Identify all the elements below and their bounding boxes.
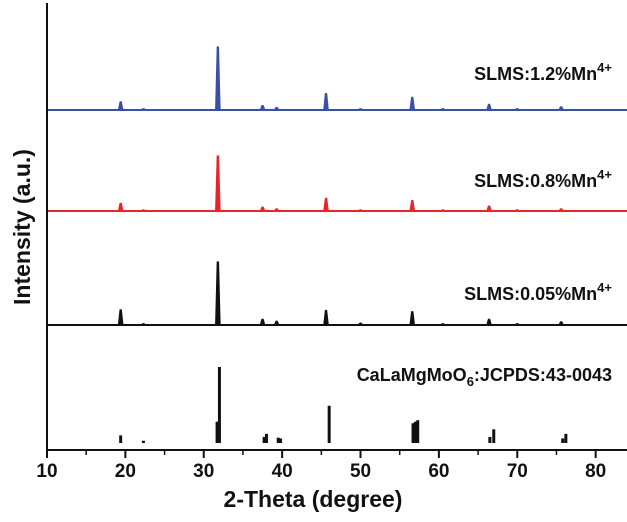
peak xyxy=(259,206,266,212)
peak xyxy=(486,205,492,212)
peak xyxy=(215,46,221,111)
peak xyxy=(259,104,266,111)
peak xyxy=(440,209,446,212)
x-tick-label: 80 xyxy=(585,461,606,482)
peak xyxy=(259,318,266,326)
legend-label: SLMS:0.8%Mn4+ xyxy=(474,167,612,191)
peak xyxy=(140,323,146,326)
peak xyxy=(558,106,564,111)
legend-label-part: 4+ xyxy=(597,60,612,75)
x-axis-title: 2-Theta (degree) xyxy=(224,486,403,512)
peak xyxy=(273,208,280,212)
legend-label-part: SLMS:0.8%Mn xyxy=(474,171,597,191)
peak xyxy=(440,108,446,111)
legend-label-part: SLMS:0.05%Mn xyxy=(464,284,597,304)
legend-label: CaLaMgMoO6:JCPDS:43-0043 xyxy=(357,365,612,389)
x-tick-label: 50 xyxy=(350,461,371,482)
peak xyxy=(440,323,446,326)
peak xyxy=(273,320,280,326)
peak xyxy=(323,309,329,326)
peak xyxy=(514,209,520,212)
x-tick-label: 30 xyxy=(193,461,214,482)
peak xyxy=(357,209,364,212)
peak xyxy=(409,96,416,111)
peak xyxy=(558,208,564,212)
y-axis-title: Intensity (a.u.) xyxy=(9,149,35,305)
peak xyxy=(117,202,124,212)
peak xyxy=(323,197,329,212)
legend-label: SLMS:1.2%Mn4+ xyxy=(474,60,612,84)
peak xyxy=(514,323,520,326)
peak xyxy=(409,199,416,212)
peak xyxy=(140,209,146,212)
legend-label-part: CaLaMgMoO xyxy=(357,365,467,385)
legend-label-part: 6 xyxy=(467,374,474,389)
legend-label-part: :JCPDS:43-0043 xyxy=(474,365,612,385)
x-tick-label: 40 xyxy=(272,461,293,482)
legend-label-part: 4+ xyxy=(597,167,612,182)
legend-label: SLMS:0.05%Mn4+ xyxy=(464,280,612,304)
peak xyxy=(140,108,146,111)
peak xyxy=(558,321,564,326)
peak xyxy=(117,309,124,326)
peak xyxy=(409,311,416,326)
peak xyxy=(117,101,124,111)
peak xyxy=(323,93,329,111)
x-tick-label: 10 xyxy=(36,461,57,482)
legend-label-part: 4+ xyxy=(597,280,612,295)
legend-label-part: SLMS:1.2%Mn xyxy=(474,64,597,84)
peak xyxy=(486,318,492,326)
x-tick-label: 20 xyxy=(115,461,136,482)
peak xyxy=(215,261,221,326)
x-tick-label: 70 xyxy=(507,461,528,482)
peak xyxy=(357,108,364,111)
peak xyxy=(357,322,364,326)
peak xyxy=(514,108,520,111)
peak xyxy=(273,106,280,111)
peak xyxy=(486,103,492,111)
x-tick-label: 60 xyxy=(428,461,449,482)
peak xyxy=(215,155,221,212)
